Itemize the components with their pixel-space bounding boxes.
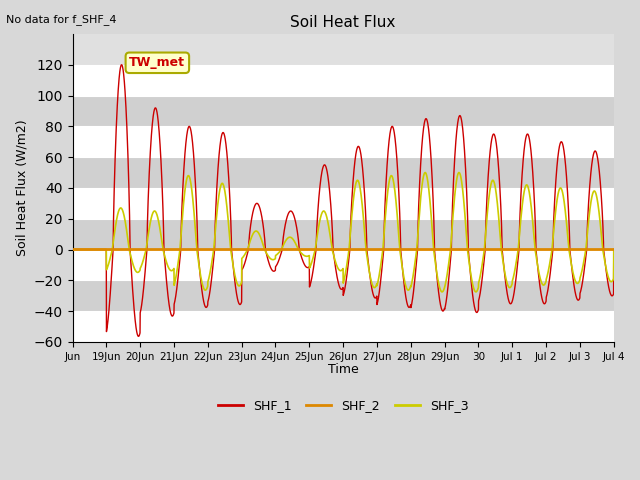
Bar <box>72 96 614 126</box>
Y-axis label: Soil Heat Flux (W/m2): Soil Heat Flux (W/m2) <box>15 120 28 256</box>
Bar <box>72 157 614 188</box>
Bar <box>72 65 614 96</box>
Bar <box>72 188 614 219</box>
Text: TW_met: TW_met <box>129 56 186 69</box>
Bar <box>72 126 614 157</box>
X-axis label: Time: Time <box>328 363 358 376</box>
Bar <box>72 280 614 311</box>
Title: Soil Heat Flux: Soil Heat Flux <box>291 15 396 30</box>
Bar <box>72 250 614 280</box>
Bar <box>72 219 614 250</box>
Legend: SHF_1, SHF_2, SHF_3: SHF_1, SHF_2, SHF_3 <box>212 395 474 417</box>
Text: No data for f_SHF_4: No data for f_SHF_4 <box>6 14 117 25</box>
Bar <box>72 311 614 342</box>
